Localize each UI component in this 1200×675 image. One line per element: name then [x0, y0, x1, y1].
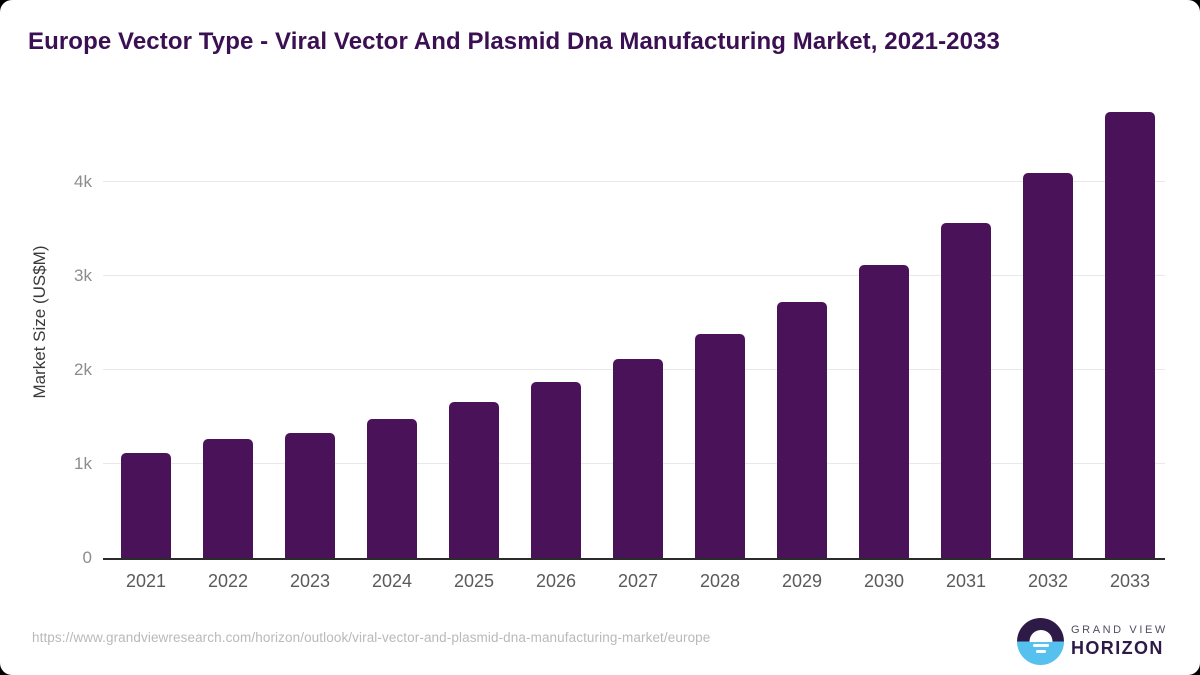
bar-2029[interactable]	[777, 301, 827, 558]
x-axis-tick-label: 2021	[125, 571, 167, 591]
logo-horizon-label: HORIZON	[1071, 638, 1164, 658]
gridline	[103, 275, 1165, 276]
x-axis-tick-label: 2033	[1109, 571, 1151, 591]
horizon-sunrise-icon	[1017, 618, 1064, 665]
y-axis-title: Market Size (US$M)	[30, 245, 49, 399]
bar-2032[interactable]	[1023, 173, 1073, 558]
x-axis-tick-label: 2028	[699, 571, 741, 591]
sun-reflection-line	[1032, 643, 1049, 648]
bar-2022[interactable]	[203, 439, 253, 558]
bar-2028[interactable]	[695, 333, 745, 558]
bar-2021[interactable]	[121, 452, 171, 558]
x-axis-tick-label: 2031	[945, 571, 987, 591]
chart-title: Europe Vector Type - Viral Vector And Pl…	[28, 28, 1000, 55]
bar-2025[interactable]	[449, 401, 499, 558]
grand-view-horizon-logo[interactable]: GRAND VIEW HORIZON	[1017, 618, 1168, 665]
x-axis-tick-label: 2032	[1027, 571, 1069, 591]
y-axis-tick-label: 1k	[74, 454, 92, 473]
logo-grand-view-label: GRAND VIEW	[1071, 624, 1168, 636]
bar-2030[interactable]	[859, 264, 909, 558]
y-axis-tick-label: 4k	[74, 172, 92, 191]
logo-text: GRAND VIEW HORIZON	[1071, 624, 1168, 659]
x-axis-tick-label: 2024	[371, 571, 413, 591]
bar-2027[interactable]	[613, 359, 663, 558]
x-axis-tick-label: 2026	[535, 571, 577, 591]
bar-2023[interactable]	[285, 432, 335, 558]
y-axis-tick-label: 0	[82, 548, 92, 567]
sun-icon	[1029, 629, 1052, 642]
x-axis-tick-label: 2030	[863, 571, 905, 591]
plot-area: 0 1k 2k 3k 4k 2021 2022 2023 2024 2025 2026 2027 202…	[74, 100, 1165, 591]
x-axis-tick-label: 2027	[617, 571, 659, 591]
source-url-text: https://www.grandviewresearch.com/horizo…	[32, 630, 711, 645]
bar-2026[interactable]	[531, 382, 581, 558]
gridline	[103, 181, 1165, 182]
bar-2033[interactable]	[1105, 111, 1155, 558]
sun-reflection-line	[1035, 649, 1046, 654]
x-axis-tick-label: 2023	[289, 571, 331, 591]
bar-2024[interactable]	[367, 418, 417, 558]
y-axis-tick-label: 2k	[74, 360, 92, 379]
y-axis-tick-label: 3k	[74, 266, 92, 285]
x-axis-tick-label: 2029	[781, 571, 823, 591]
x-axis-tick-label: 2025	[453, 571, 495, 591]
x-axis-tick-label: 2022	[207, 571, 249, 591]
bar-2031[interactable]	[941, 222, 991, 558]
